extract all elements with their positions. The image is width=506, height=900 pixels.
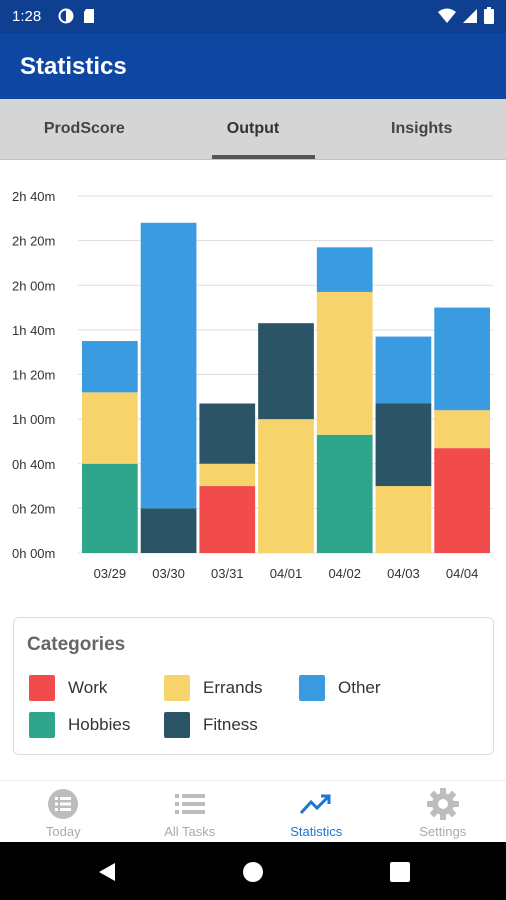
bar-segment-fitness: [375, 403, 432, 487]
status-notification-icons: [58, 8, 96, 24]
legend-item-fitness: Fitness: [164, 712, 258, 738]
nav-label-settings: Settings: [419, 824, 467, 839]
nav-item-today[interactable]: Today: [0, 781, 127, 842]
bar-segment-errands: [199, 463, 256, 487]
list-circle-icon: [48, 789, 79, 819]
x-tick-label: 04/01: [270, 566, 303, 581]
legend-swatch-hobbies: [29, 712, 55, 738]
legend-title: Categories: [27, 634, 126, 655]
signal-icon: [463, 8, 477, 23]
data-saver-icon: [58, 8, 74, 24]
legend-label-fitness: Fitness: [203, 715, 258, 734]
tab-prodscore[interactable]: ProdScore: [43, 120, 125, 137]
gear-icon: [426, 788, 459, 820]
bar-segment-hobbies: [82, 463, 138, 553]
y-tick-label: 1h 00m: [12, 412, 55, 427]
legend-label-work: Work: [68, 678, 108, 697]
system-nav-bar: [0, 842, 506, 900]
x-tick-label: 03/31: [211, 566, 244, 581]
nav-item-statistics[interactable]: Statistics: [253, 781, 380, 842]
nav-label-statistics: Statistics: [290, 824, 343, 839]
sd-card-icon: [84, 9, 94, 23]
bar-segment-other: [434, 307, 490, 411]
bottom-nav: Today All Tasks Statistics Settings: [0, 780, 506, 842]
recents-icon[interactable]: [388, 860, 412, 884]
legend-item-errands: Errands: [164, 675, 263, 701]
y-tick-label: 0h 20m: [12, 501, 55, 516]
legend-label-hobbies: Hobbies: [68, 715, 131, 734]
bar-segment-fitness: [199, 403, 256, 464]
home-icon[interactable]: [241, 860, 265, 884]
tab-indicator: [212, 155, 315, 159]
legend-item-other: Other: [299, 675, 381, 701]
output-chart: 0h 00m 0h 20m 0h 40m 1h 00m 1h 20m 1h 40m 2h 0…: [0, 160, 506, 590]
bar-segment-errands: [82, 392, 138, 464]
trending-up-icon: [300, 794, 331, 815]
bar-segment-fitness: [140, 508, 197, 553]
bar-segment-errands: [316, 291, 373, 435]
y-tick-label: 0h 00m: [12, 546, 55, 561]
status-system-icons: [438, 7, 494, 24]
x-tick-label: 04/02: [328, 566, 361, 581]
legend-label-errands: Errands: [203, 678, 263, 697]
legend-swatch-fitness: [164, 712, 190, 738]
legend-label-other: Other: [338, 678, 381, 697]
y-tick-label: 2h 40m: [12, 189, 55, 204]
tab-output[interactable]: Output: [226, 120, 280, 137]
battery-icon: [484, 7, 494, 24]
x-tick-label: 03/30: [152, 566, 185, 581]
tab-bar: ProdScore Output Insights: [0, 99, 506, 160]
x-tick-label: 04/04: [446, 566, 479, 581]
nav-item-settings[interactable]: Settings: [380, 781, 506, 842]
bar-segment-errands: [258, 419, 314, 553]
bar-segment-hobbies: [316, 434, 373, 553]
x-tick-label: 04/03: [387, 566, 420, 581]
tab-insights[interactable]: Insights: [391, 120, 453, 137]
bar-segment-other: [82, 341, 138, 393]
bar-segment-errands: [375, 486, 432, 553]
bar-segment-errands: [434, 410, 490, 449]
legend-swatch-other: [299, 675, 325, 701]
back-icon[interactable]: [95, 860, 119, 884]
status-bar: 1:28: [0, 0, 506, 33]
nav-label-all-tasks: All Tasks: [164, 824, 216, 839]
legend-swatch-work: [29, 675, 55, 701]
y-tick-label: 1h 40m: [12, 323, 55, 338]
stacked-bar-chart: 0h 00m 0h 20m 0h 40m 1h 00m 1h 20m 1h 40m 2h 0…: [12, 189, 493, 581]
y-tick-label: 2h 20m: [12, 234, 55, 249]
bar-segment-work: [434, 448, 490, 553]
categories-legend: Categories Work Errands Other Hobbies Fi…: [13, 617, 494, 755]
wifi-icon: [438, 8, 456, 23]
bar-segment-fitness: [258, 323, 314, 420]
y-tick-label: 2h 00m: [12, 278, 55, 293]
legend-swatch-errands: [164, 675, 190, 701]
app-bar: Statistics: [0, 33, 506, 99]
legend-item-hobbies: Hobbies: [29, 712, 130, 738]
legend-item-work: Work: [29, 675, 107, 701]
nav-label-today: Today: [45, 824, 81, 839]
y-tick-label: 1h 20m: [12, 368, 55, 383]
status-time: 1:28: [12, 8, 42, 25]
bar-segment-other: [375, 336, 432, 404]
x-tick-label: 03/29: [94, 566, 127, 581]
bar-segment-other: [316, 247, 373, 292]
page-title: Statistics: [20, 53, 127, 80]
y-tick-label: 0h 40m: [12, 457, 55, 472]
bar-segment-other: [140, 222, 197, 509]
bar-segment-work: [199, 486, 256, 553]
list-icon: [174, 794, 205, 814]
nav-item-all-tasks[interactable]: All Tasks: [127, 781, 254, 842]
